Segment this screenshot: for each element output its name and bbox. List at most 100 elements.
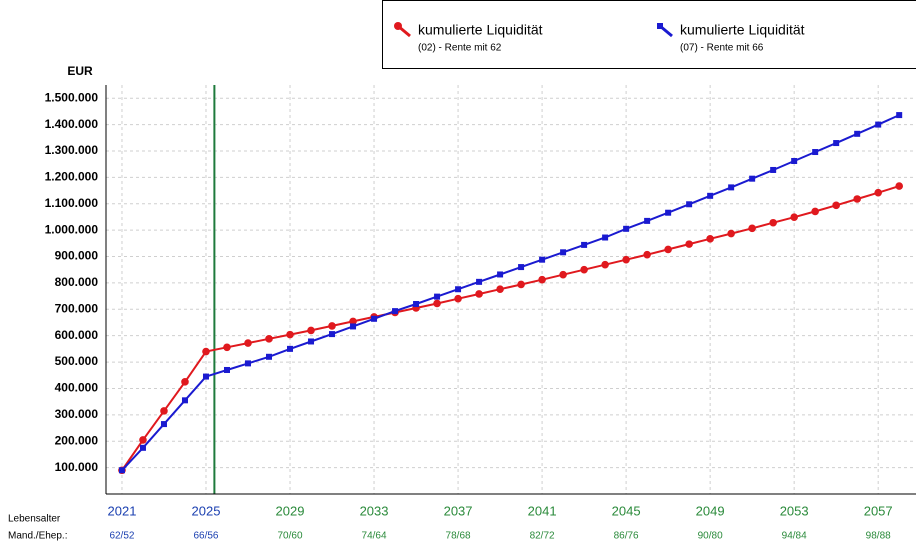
point: [559, 270, 567, 279]
point: [728, 184, 735, 191]
point: [181, 397, 188, 404]
point: [328, 322, 336, 330]
point: [706, 235, 714, 243]
point: [791, 157, 798, 164]
y-tick-label: 100.000: [55, 460, 99, 474]
y-tick-label: 1.000.000: [45, 222, 99, 236]
age-label: 70/60: [277, 531, 302, 542]
y-tick-label: 400.000: [55, 381, 99, 395]
point: [349, 317, 357, 326]
legend-icon: [394, 22, 411, 38]
y-tick-label: 500.000: [55, 354, 99, 368]
point: [622, 255, 630, 264]
point: [665, 209, 672, 216]
point: [287, 345, 294, 352]
point: [601, 260, 609, 269]
age-label: 74/64: [362, 531, 387, 542]
point: [160, 421, 167, 428]
legend-marker: [394, 22, 402, 30]
legend-label: kumulierte Liquidität: [418, 22, 543, 38]
point: [602, 234, 609, 241]
point: [664, 245, 672, 254]
point: [202, 373, 209, 380]
point: [644, 217, 651, 224]
y-tick-label: 1.500.000: [45, 90, 99, 104]
y-tick-label: 1.100.000: [45, 196, 99, 210]
point: [454, 294, 462, 303]
x-tick-label: 2033: [360, 503, 389, 518]
point: [475, 290, 483, 298]
point: [181, 378, 189, 386]
point: [811, 207, 819, 216]
legend-icon: [657, 23, 673, 38]
point: [160, 407, 168, 415]
point: [748, 224, 756, 233]
point: [769, 218, 777, 227]
x-tick-label: 2053: [780, 503, 809, 518]
x-tick-label: 2021: [108, 503, 137, 518]
age-label: 62/52: [109, 531, 134, 542]
point: [812, 149, 819, 156]
legend-marker: [657, 23, 663, 29]
point: [538, 275, 546, 284]
point: [202, 347, 210, 356]
point: [685, 240, 693, 248]
point: [371, 315, 378, 322]
point: [770, 166, 777, 173]
point: [350, 323, 357, 330]
point: [896, 112, 903, 119]
y-tick-label: 900.000: [55, 249, 99, 263]
point: [539, 256, 546, 263]
age-label: 90/80: [698, 531, 723, 542]
y-tick-label: 800.000: [55, 275, 99, 289]
y-tick-label: 1.200.000: [45, 170, 99, 184]
age-label: 86/76: [614, 531, 639, 542]
point: [433, 299, 441, 308]
point: [455, 286, 462, 293]
point: [854, 130, 861, 137]
point: [244, 339, 252, 347]
point: [139, 444, 146, 451]
series-line: [121, 114, 900, 471]
row-label: Lebensalter: [8, 514, 61, 525]
point: [895, 182, 903, 190]
y-axis-label: EUR: [67, 64, 93, 78]
x-tick-label: 2049: [696, 503, 725, 518]
point: [496, 285, 504, 294]
legend-box: [382, 0, 916, 69]
point: [853, 195, 861, 203]
y-tick-label: 200.000: [55, 433, 99, 447]
legend-label: kumulierte Liquidität: [680, 22, 805, 38]
point: [518, 264, 525, 271]
legend-sublabel: (02) - Rente mit 62: [418, 43, 502, 54]
point: [118, 467, 125, 474]
x-tick-label: 2045: [612, 503, 641, 518]
point: [833, 140, 840, 147]
point: [560, 249, 567, 256]
x-tick-label: 2041: [528, 503, 557, 518]
point: [517, 280, 525, 289]
y-tick-label: 300.000: [55, 407, 99, 421]
point: [790, 213, 798, 221]
point: [392, 308, 399, 315]
y-tick-label: 700.000: [55, 301, 99, 315]
point: [329, 331, 336, 338]
x-tick-label: 2025: [192, 503, 221, 518]
age-label: 82/72: [530, 531, 555, 542]
point: [286, 330, 294, 339]
point: [476, 278, 483, 285]
point: [265, 335, 273, 343]
age-label: 98/88: [866, 531, 891, 542]
point: [139, 436, 147, 444]
point: [875, 121, 882, 128]
point: [307, 326, 315, 335]
row-label: Mand./Ehep.:: [8, 531, 67, 542]
point: [413, 301, 420, 308]
x-tick-label: 2037: [444, 503, 473, 518]
point: [308, 338, 315, 345]
age-label: 66/56: [193, 531, 218, 542]
point: [727, 229, 735, 238]
age-label: 78/68: [446, 531, 471, 542]
age-label: 94/84: [782, 531, 807, 542]
